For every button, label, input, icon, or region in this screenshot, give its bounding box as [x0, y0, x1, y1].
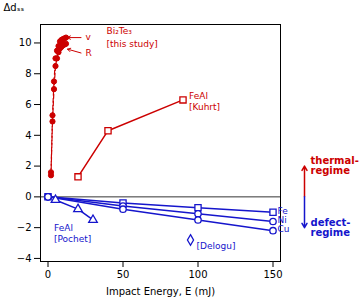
svg-text:−2: −2 — [17, 222, 32, 233]
svg-text:2: 2 — [25, 160, 31, 171]
svg-text:defect-regime: defect-regime — [311, 217, 351, 238]
svg-text:Cu: Cu — [278, 224, 290, 234]
svg-text:v: v — [86, 32, 92, 42]
svg-text:Ni: Ni — [277, 214, 287, 225]
svg-text:Impact Energy, E (mJ): Impact Energy, E (mJ) — [106, 286, 215, 297]
svg-text:4: 4 — [25, 130, 31, 141]
svg-text:8: 8 — [25, 68, 31, 79]
svg-text:0: 0 — [45, 269, 51, 280]
svg-text:thermal-regime: thermal-regime — [311, 155, 359, 176]
svg-text:[this study]: [this study] — [107, 39, 158, 49]
svg-text:50: 50 — [117, 269, 130, 280]
svg-text:−4: −4 — [17, 253, 32, 264]
svg-text:FeAl: FeAl — [54, 223, 73, 233]
svg-text:6: 6 — [25, 99, 31, 110]
svg-text:[Kuhrt]: [Kuhrt] — [189, 102, 220, 112]
svg-text:100: 100 — [188, 269, 207, 280]
svg-text:R: R — [86, 48, 92, 58]
svg-text:[Delogu]: [Delogu] — [197, 241, 236, 251]
svg-text:0: 0 — [25, 191, 31, 202]
svg-text:[Pochet]: [Pochet] — [54, 234, 91, 244]
svg-text:Δdₛₛ: Δdₛₛ — [4, 2, 25, 13]
svg-text:10: 10 — [19, 37, 32, 48]
svg-text:150: 150 — [263, 269, 282, 280]
svg-text:Fe: Fe — [277, 205, 288, 216]
svg-text:Bi₂Te₃: Bi₂Te₃ — [107, 26, 133, 36]
svg-text:FeAl: FeAl — [189, 91, 208, 101]
